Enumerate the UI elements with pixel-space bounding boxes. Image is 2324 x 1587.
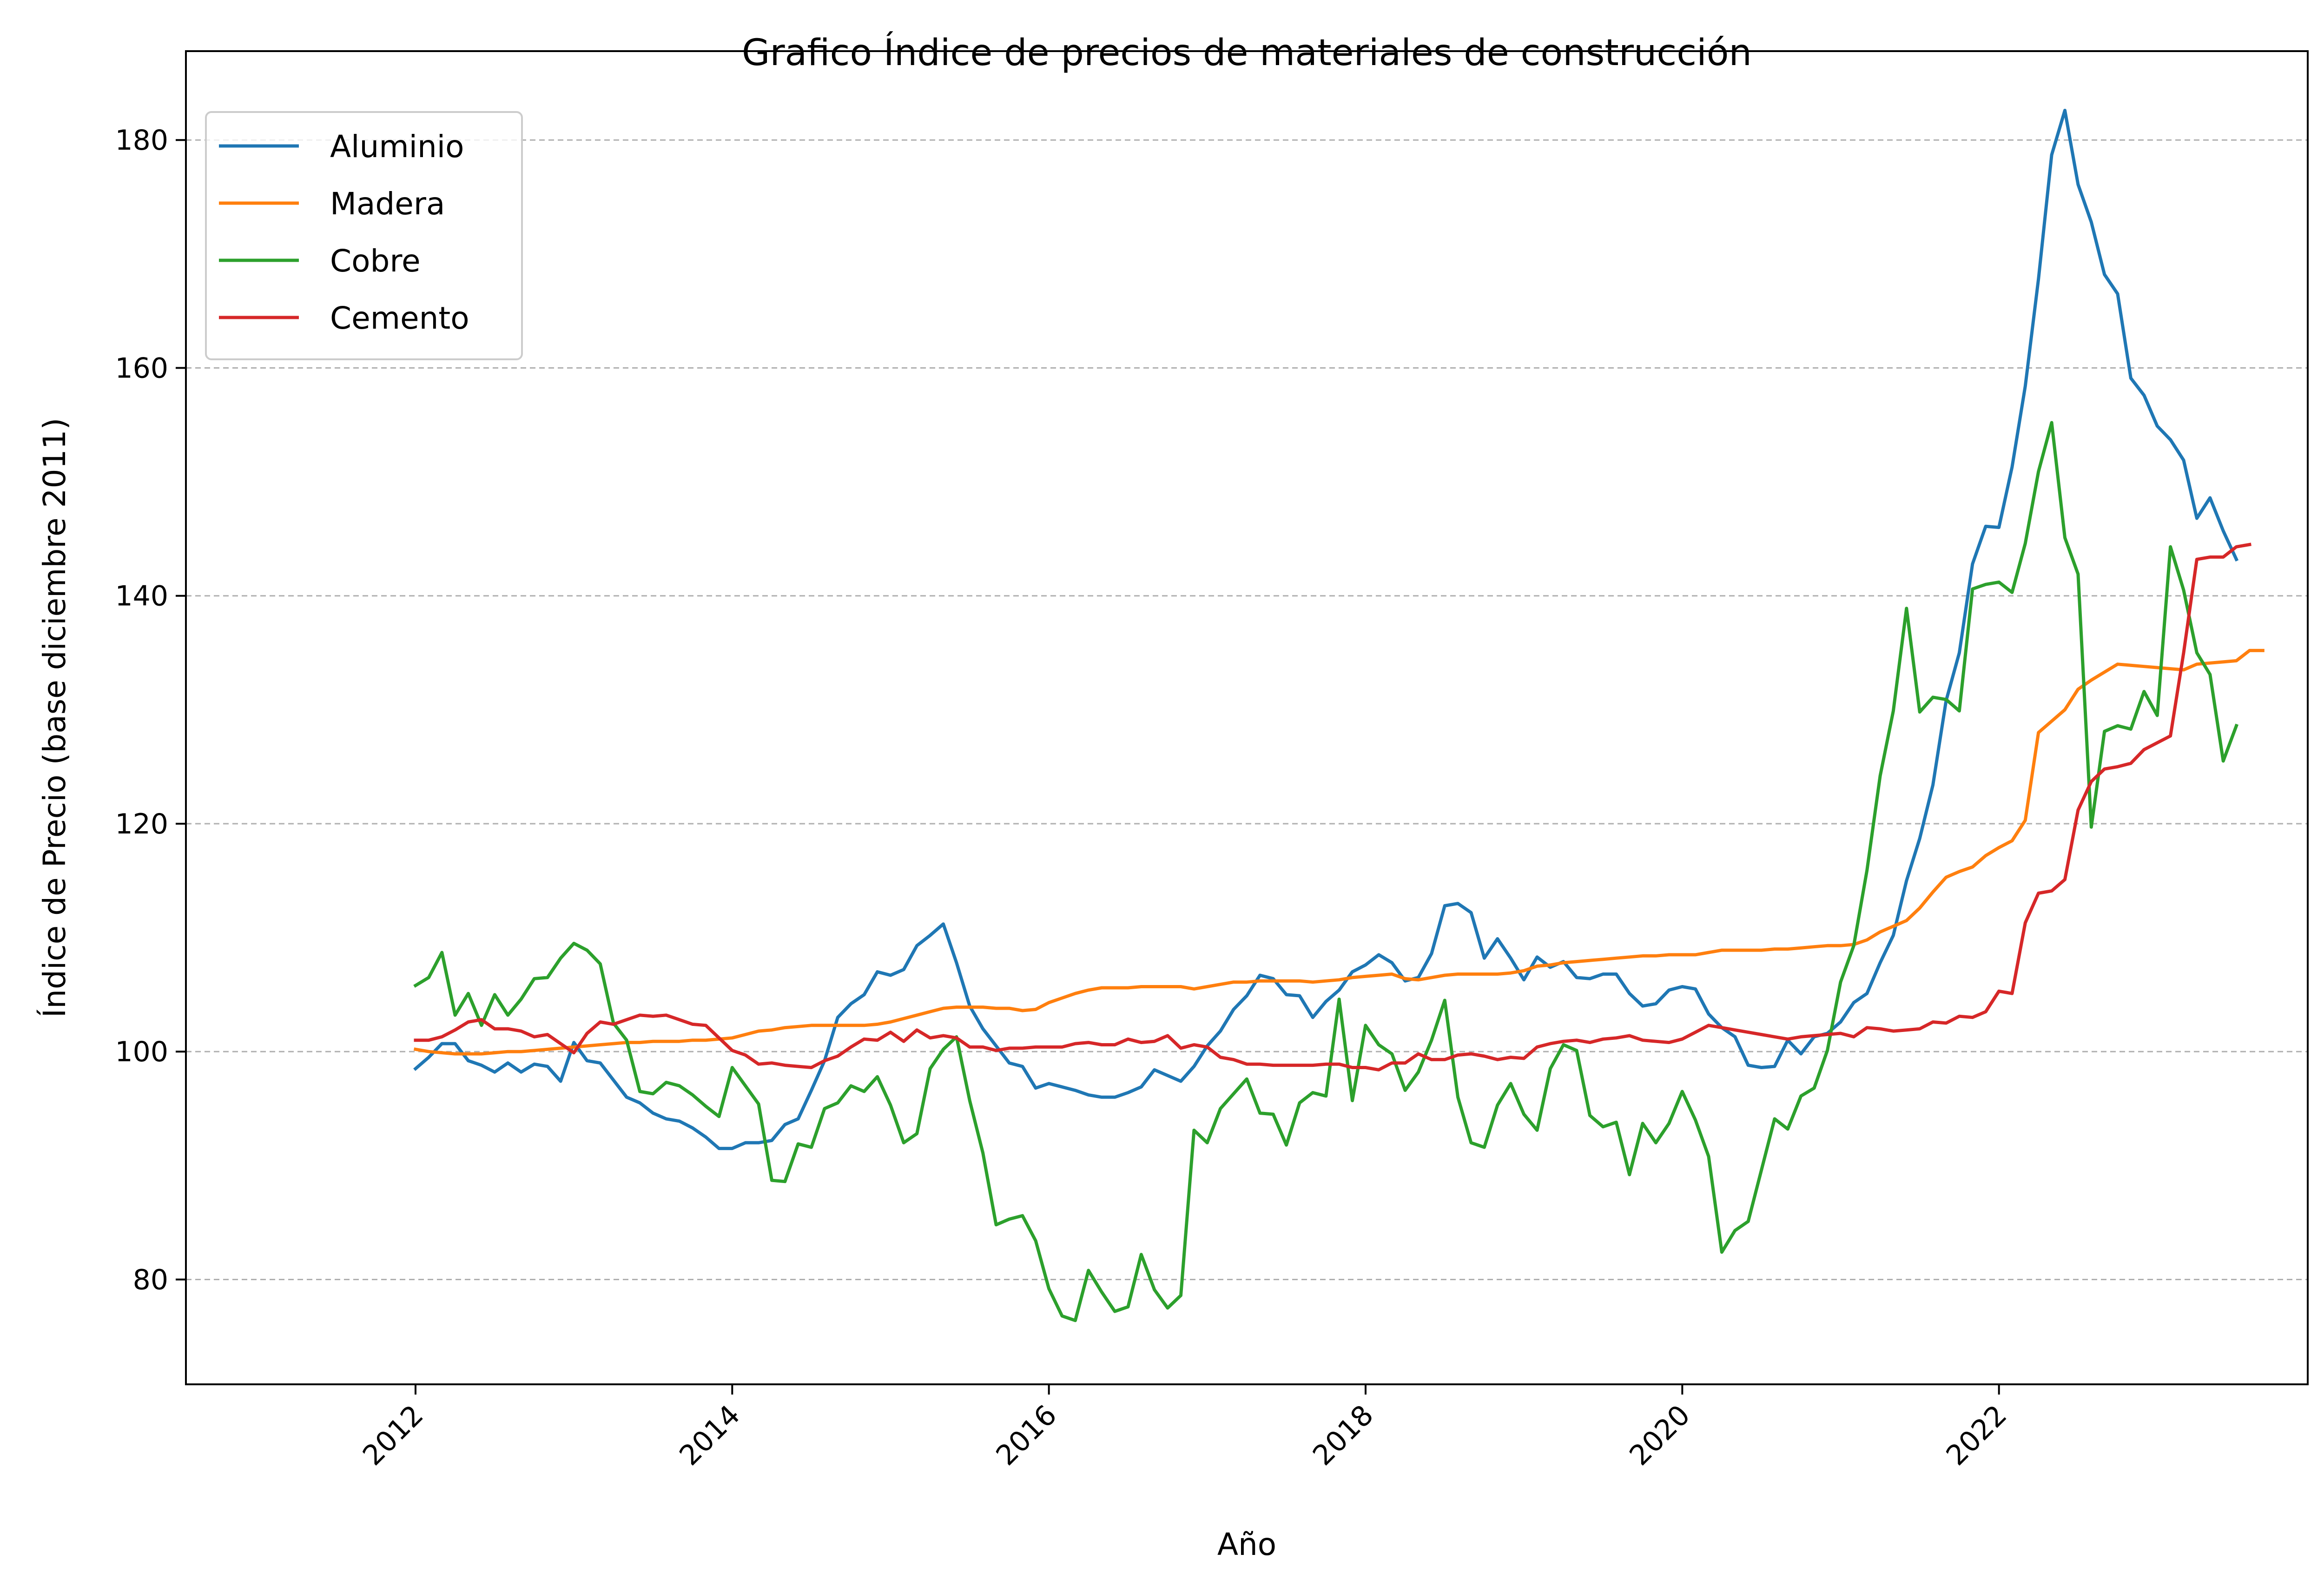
plot-series bbox=[413, 109, 2265, 1322]
legend: Aluminio Madera Cobre Cemento bbox=[205, 111, 523, 360]
plot-frame bbox=[185, 50, 2309, 1385]
series-line-cemento bbox=[414, 542, 2251, 1071]
series-line-aluminio bbox=[413, 109, 2239, 1151]
y-tick-label: 80 bbox=[133, 1263, 168, 1296]
y-tick-label: 160 bbox=[115, 352, 168, 384]
legend-label-cobre: Cobre bbox=[330, 243, 421, 279]
chart-title: Grafico Índice de precios de materiales … bbox=[742, 31, 1752, 74]
legend-box bbox=[205, 111, 523, 360]
y-tick-label: 100 bbox=[115, 1036, 168, 1068]
y-tick-label: 140 bbox=[115, 580, 168, 613]
x-axis-label: Año bbox=[1217, 1527, 1276, 1562]
series-line-madera bbox=[413, 648, 2265, 1056]
y-tick-label: 180 bbox=[115, 124, 168, 157]
legend-label-cemento: Cemento bbox=[330, 300, 469, 336]
y-axis-label: Índice de Precio (base diciembre 2011) bbox=[36, 418, 73, 1018]
y-tick-label: 120 bbox=[115, 808, 168, 840]
series-line-cobre bbox=[413, 421, 2239, 1322]
y-axis: 80 100 120 140 160 180 bbox=[115, 124, 186, 1296]
legend-label-aluminio: Aluminio bbox=[330, 129, 464, 165]
legend-label-madera: Madera bbox=[330, 186, 445, 222]
